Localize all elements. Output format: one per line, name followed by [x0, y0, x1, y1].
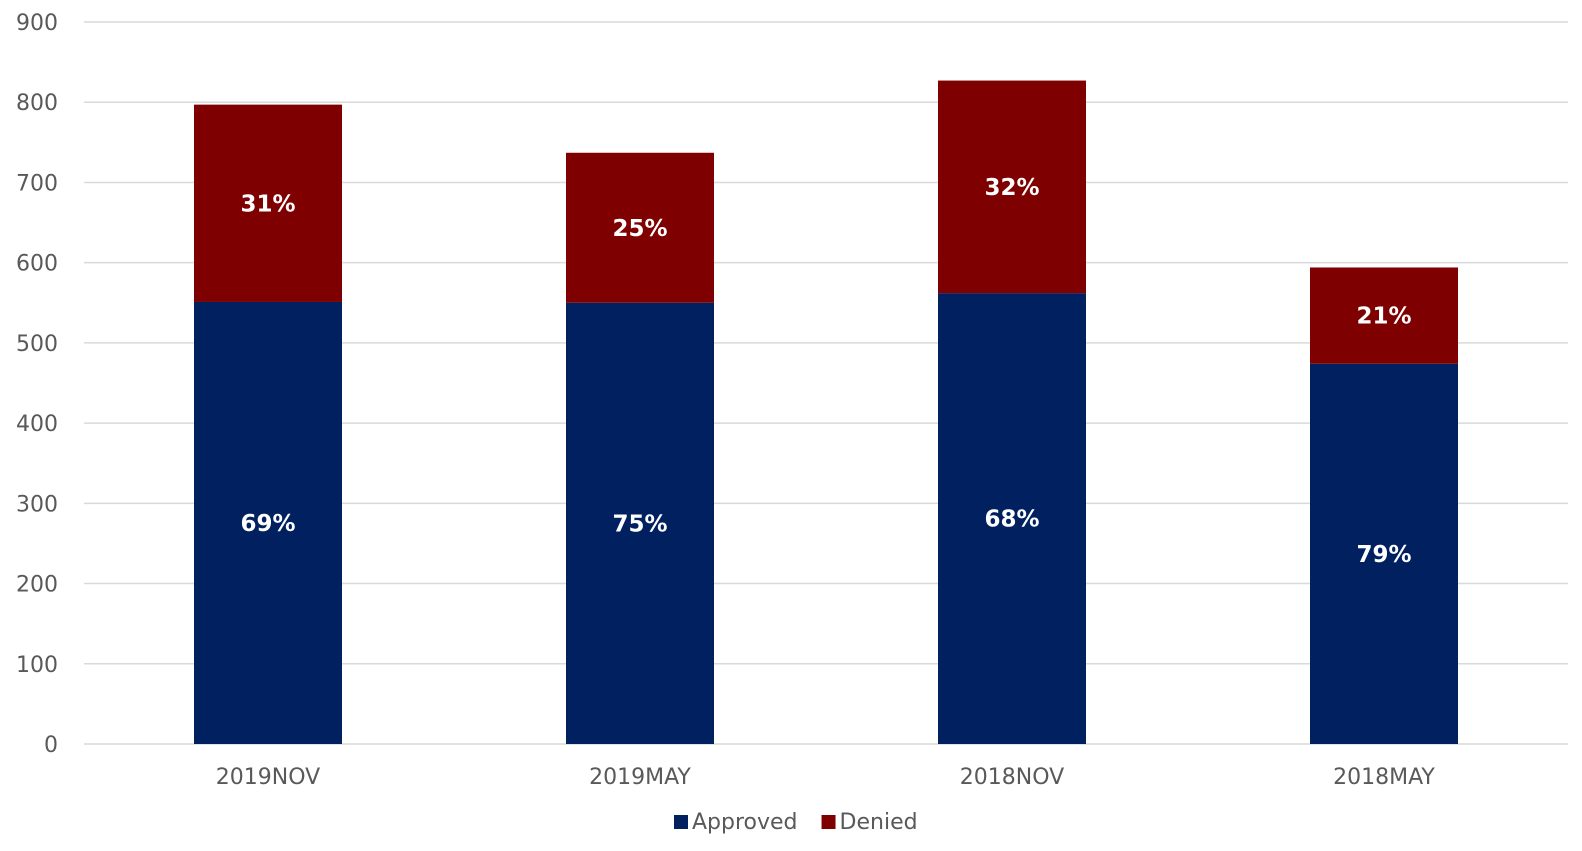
legend: Approved Denied	[674, 810, 918, 835]
data-label-approved-2019nov: 69%	[240, 511, 295, 537]
bar-segment-denied-2019may	[566, 152, 714, 303]
bar-segment-denied-2018nov	[938, 80, 1086, 294]
data-label-denied-2019nov: 31%	[240, 191, 295, 217]
data-label-denied-2018nov: 32%	[984, 175, 1039, 201]
bar-segment-approved-2019may	[566, 302, 714, 744]
y-tick-label: 800	[16, 91, 58, 116]
y-tick-label: 200	[16, 573, 58, 598]
bar-segment-approved-2018nov	[938, 293, 1086, 744]
legend-swatch-denied	[821, 815, 836, 829]
data-label-denied-2019may: 25%	[612, 216, 667, 242]
legend-swatch-approved	[674, 815, 688, 829]
data-label-approved-2018may: 79%	[1356, 542, 1411, 568]
y-tick-label: 900	[16, 11, 58, 36]
y-tick-label: 500	[16, 332, 58, 357]
x-category-label: 2018MAY	[1333, 765, 1435, 790]
y-tick-label: 700	[16, 171, 58, 196]
y-tick-label: 300	[16, 492, 58, 517]
data-labels: 69% 31% 75% 25% 68% 32% 79% 21%	[240, 175, 1411, 568]
legend-label-approved: Approved	[692, 810, 798, 835]
y-tick-label: 100	[16, 653, 58, 678]
bar-segment-approved-2019nov	[194, 301, 342, 744]
bar-segment-approved-2018may	[1310, 363, 1458, 744]
bars	[194, 80, 1458, 744]
y-tick-label: 600	[16, 252, 58, 277]
data-label-approved-2019may: 75%	[612, 511, 667, 537]
x-category-label: 2019NOV	[216, 765, 320, 790]
x-category-label: 2018NOV	[960, 765, 1064, 790]
x-category-label: 2019MAY	[589, 765, 691, 790]
y-tick-label: 400	[16, 412, 58, 437]
data-label-denied-2018may: 21%	[1356, 304, 1411, 330]
x-axis-category-labels: 2019NOV 2019MAY 2018NOV 2018MAY	[216, 765, 1436, 790]
legend-label-denied: Denied	[840, 810, 918, 835]
bar-segment-denied-2019nov	[194, 104, 342, 302]
y-tick-label: 0	[44, 733, 58, 758]
bar-segment-denied-2018may	[1310, 267, 1458, 364]
y-axis-tick-labels: 0 100 200 300 400 500 600 700 800 900	[16, 11, 58, 758]
data-label-approved-2018nov: 68%	[984, 507, 1039, 533]
